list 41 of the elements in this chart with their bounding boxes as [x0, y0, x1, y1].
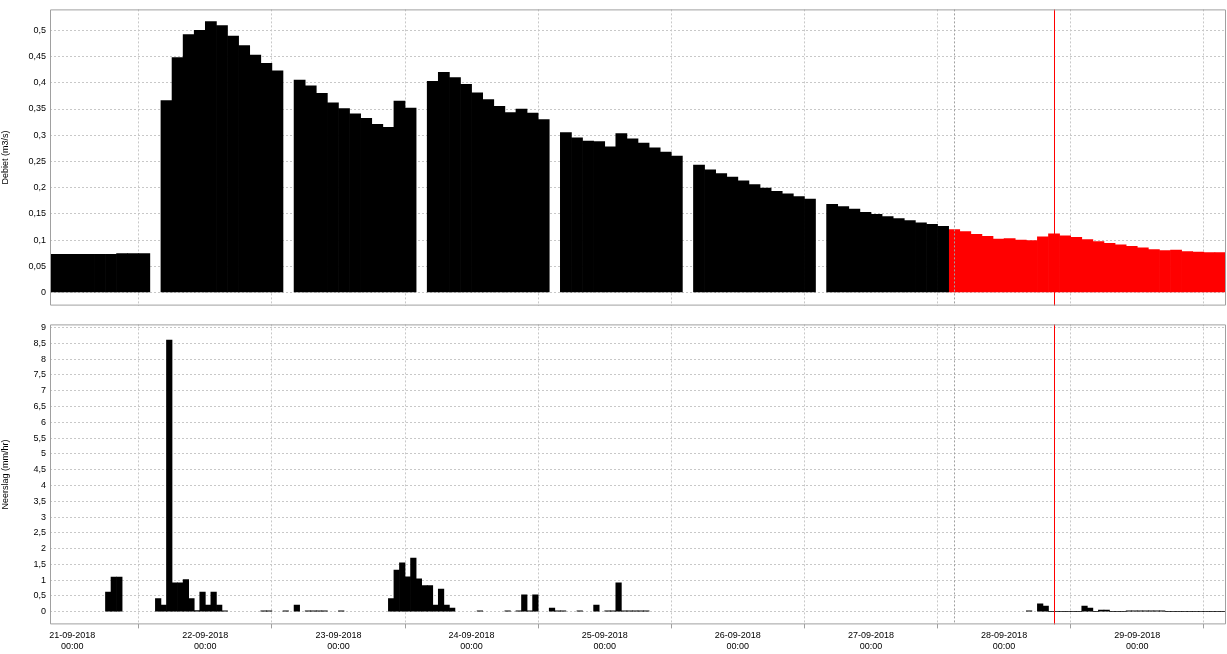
y-tick-label: 9	[40, 322, 46, 333]
y-tick-label: 0	[40, 286, 46, 297]
y-tick-label: 1,5	[33, 558, 46, 569]
y-tick-label: 0,15	[28, 208, 46, 219]
y-tick-label: 4	[40, 479, 46, 490]
y-tick-label: 0,05	[28, 260, 46, 271]
y-axis-title: Debiet (m3/s)	[0, 130, 10, 185]
x-tick-label: 25-09-2018 00:00	[581, 630, 628, 652]
y-tick-label: 2	[40, 543, 46, 554]
y-tick-label: 4,5	[33, 464, 46, 475]
y-tick-label: 8,5	[33, 337, 46, 348]
y-tick-label: 0,35	[28, 103, 46, 114]
y-tick-label: 7,5	[33, 369, 46, 380]
y-tick-label: 0,45	[28, 51, 46, 62]
y-tick-label: 6,5	[33, 400, 46, 411]
y-tick-label: 0,5	[33, 590, 46, 601]
y-tick-label: 0,5	[33, 24, 46, 35]
y-tick-label: 2,5	[33, 527, 46, 538]
x-tick-label: 28-09-2018 00:00	[981, 630, 1028, 652]
y-tick-label: 1	[40, 574, 46, 585]
y-tick-label: 6	[40, 416, 46, 427]
y-tick-label: 3,5	[33, 495, 46, 506]
x-tick-label: 21-09-2018 00:00	[49, 630, 96, 652]
y-tick-label: 0,3	[33, 129, 46, 140]
x-tick-label: 23-09-2018 00:00	[315, 630, 362, 652]
y-tick-label: 5,5	[33, 432, 46, 443]
y-tick-label: 0,4	[33, 77, 46, 88]
y-tick-label: 7	[40, 385, 46, 396]
y-tick-label: 8	[40, 353, 46, 364]
y-axis-title: Neerslag (mm/hr)	[0, 439, 10, 510]
y-tick-label: 5	[40, 448, 46, 459]
x-tick-label: 29-09-2018 00:00	[1114, 630, 1161, 652]
x-tick-label: 26-09-2018 00:00	[714, 630, 761, 652]
x-tick-label: 24-09-2018 00:00	[448, 630, 495, 652]
y-tick-label: 0	[40, 606, 46, 617]
y-tick-label: 0,1	[33, 234, 46, 245]
y-tick-label: 0,25	[28, 155, 46, 166]
y-tick-label: 0,2	[33, 182, 46, 193]
x-tick-label: 27-09-2018 00:00	[847, 630, 894, 652]
x-tick-label: 22-09-2018 00:00	[182, 630, 229, 652]
y-tick-label: 3	[40, 511, 46, 522]
